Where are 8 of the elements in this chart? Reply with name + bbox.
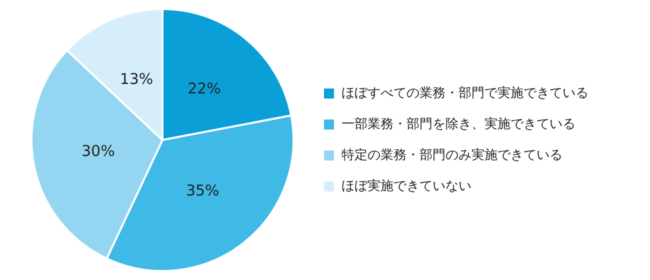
legend-label: ほぼすべての業務・部門で実施できている bbox=[342, 84, 588, 101]
legend-label: ほぼ実施できていない bbox=[342, 178, 472, 194]
data-label: 30% bbox=[81, 142, 115, 160]
legend-label: 一部業務・部門を除き、実施できている bbox=[342, 116, 576, 132]
data-label: 13% bbox=[120, 70, 154, 88]
data-label: 22% bbox=[188, 79, 221, 98]
legend-label: 特定の業務・部門のみ実施できている bbox=[342, 146, 562, 163]
data-label: 35% bbox=[186, 182, 220, 200]
